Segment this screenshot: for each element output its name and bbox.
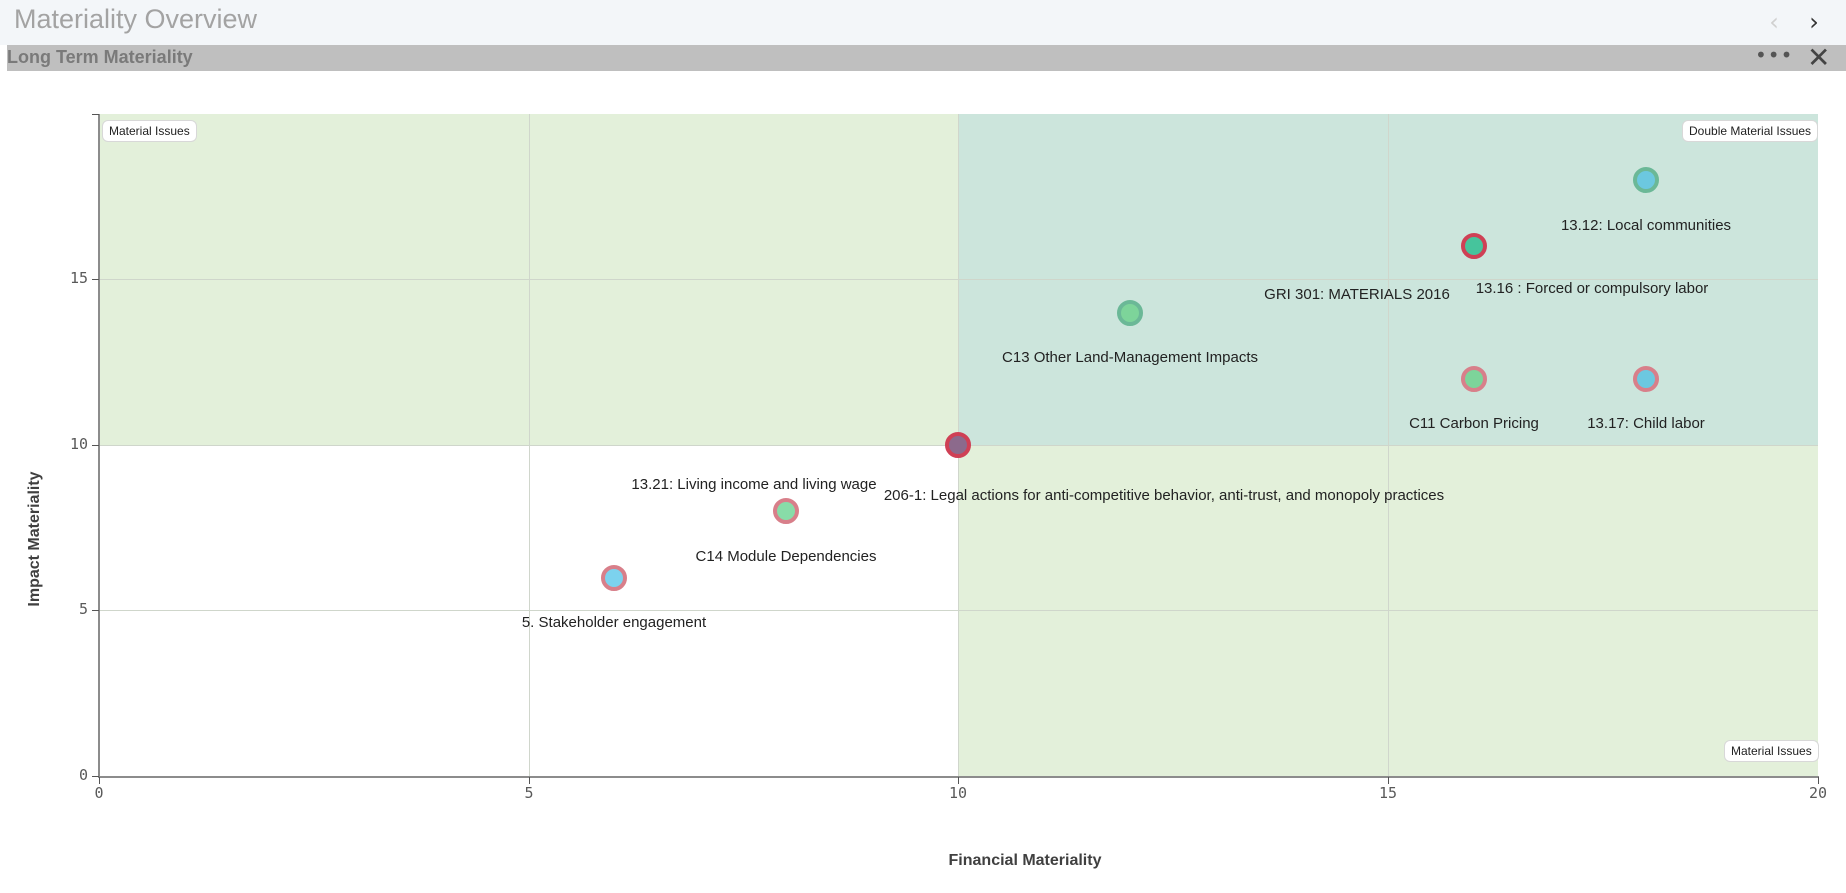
page-title: Materiality Overview <box>14 4 258 34</box>
plot-area <box>99 114 1818 776</box>
data-point-label: 13.16 : Forced or compulsory labor <box>1475 280 1709 297</box>
data-point-label: C14 Module Dependencies <box>695 548 877 565</box>
close-icon[interactable]: ✕ <box>1807 41 1831 74</box>
y-tick <box>92 445 99 446</box>
data-point[interactable] <box>1633 167 1659 193</box>
data-point[interactable] <box>773 498 799 524</box>
x-tick <box>1818 777 1819 784</box>
quadrant-label-top-right: Double Material Issues <box>1682 120 1819 142</box>
x-tick <box>529 777 530 784</box>
y-tick <box>92 279 99 280</box>
y-axis-title: Impact Materiality <box>26 471 43 607</box>
x-tick-label: 20 <box>1808 784 1828 802</box>
x-tick-label: 0 <box>94 784 104 802</box>
sheet-header: Materiality Overview ‹ › <box>0 0 1846 45</box>
data-point[interactable] <box>1117 300 1143 326</box>
quadrant-label-top-left: Material Issues <box>102 120 197 142</box>
x-tick <box>958 777 959 784</box>
y-tick-label: 0 <box>78 766 88 784</box>
data-point[interactable] <box>945 432 971 458</box>
data-point-label: C11 Carbon Pricing <box>1409 415 1539 432</box>
y-tick-label: 5 <box>78 600 88 618</box>
chevron-left-icon[interactable]: ‹ <box>1769 8 1779 36</box>
y-tick <box>92 114 99 115</box>
data-point-label: GRI 301: MATERIALS 2016 <box>1264 286 1450 303</box>
gridline-y-5 <box>99 610 1818 611</box>
quadrant-label-bottom-right: Material Issues <box>1724 740 1819 762</box>
x-tick-label: 10 <box>948 784 968 802</box>
chart-title: Long Term Materiality <box>7 47 193 67</box>
data-point[interactable] <box>1633 366 1659 392</box>
data-point[interactable] <box>601 565 627 591</box>
more-options-icon[interactable]: ••• <box>1755 43 1794 67</box>
y-axis <box>98 114 100 777</box>
y-tick-label: 15 <box>69 269 88 287</box>
gridline-y-15 <box>99 279 1818 280</box>
y-tick <box>92 610 99 611</box>
data-point-label: 5. Stakeholder engagement <box>521 614 707 631</box>
data-point-label: 13.12: Local communities <box>1560 217 1732 234</box>
data-point-label: 206-1: Legal actions for anti-competitiv… <box>883 487 1445 504</box>
x-tick <box>1388 777 1389 784</box>
data-point[interactable] <box>1461 366 1487 392</box>
data-point-label: C13 Other Land-Management Impacts <box>1002 349 1258 366</box>
y-tick-label: 10 <box>69 435 88 453</box>
data-point-label: 13.21: Living income and living wage <box>631 476 877 493</box>
data-point-label: 13.17: Child labor <box>1587 415 1705 432</box>
data-point[interactable] <box>1461 233 1487 259</box>
x-tick-label: 5 <box>524 784 534 802</box>
y-tick <box>92 776 99 777</box>
object-header: Long Term Materiality ••• ✕ <box>7 41 1846 74</box>
chevron-right-icon[interactable]: › <box>1809 8 1819 36</box>
x-tick <box>99 777 100 784</box>
x-axis-title: Financial Materiality <box>948 852 1102 869</box>
x-tick-label: 15 <box>1378 784 1398 802</box>
